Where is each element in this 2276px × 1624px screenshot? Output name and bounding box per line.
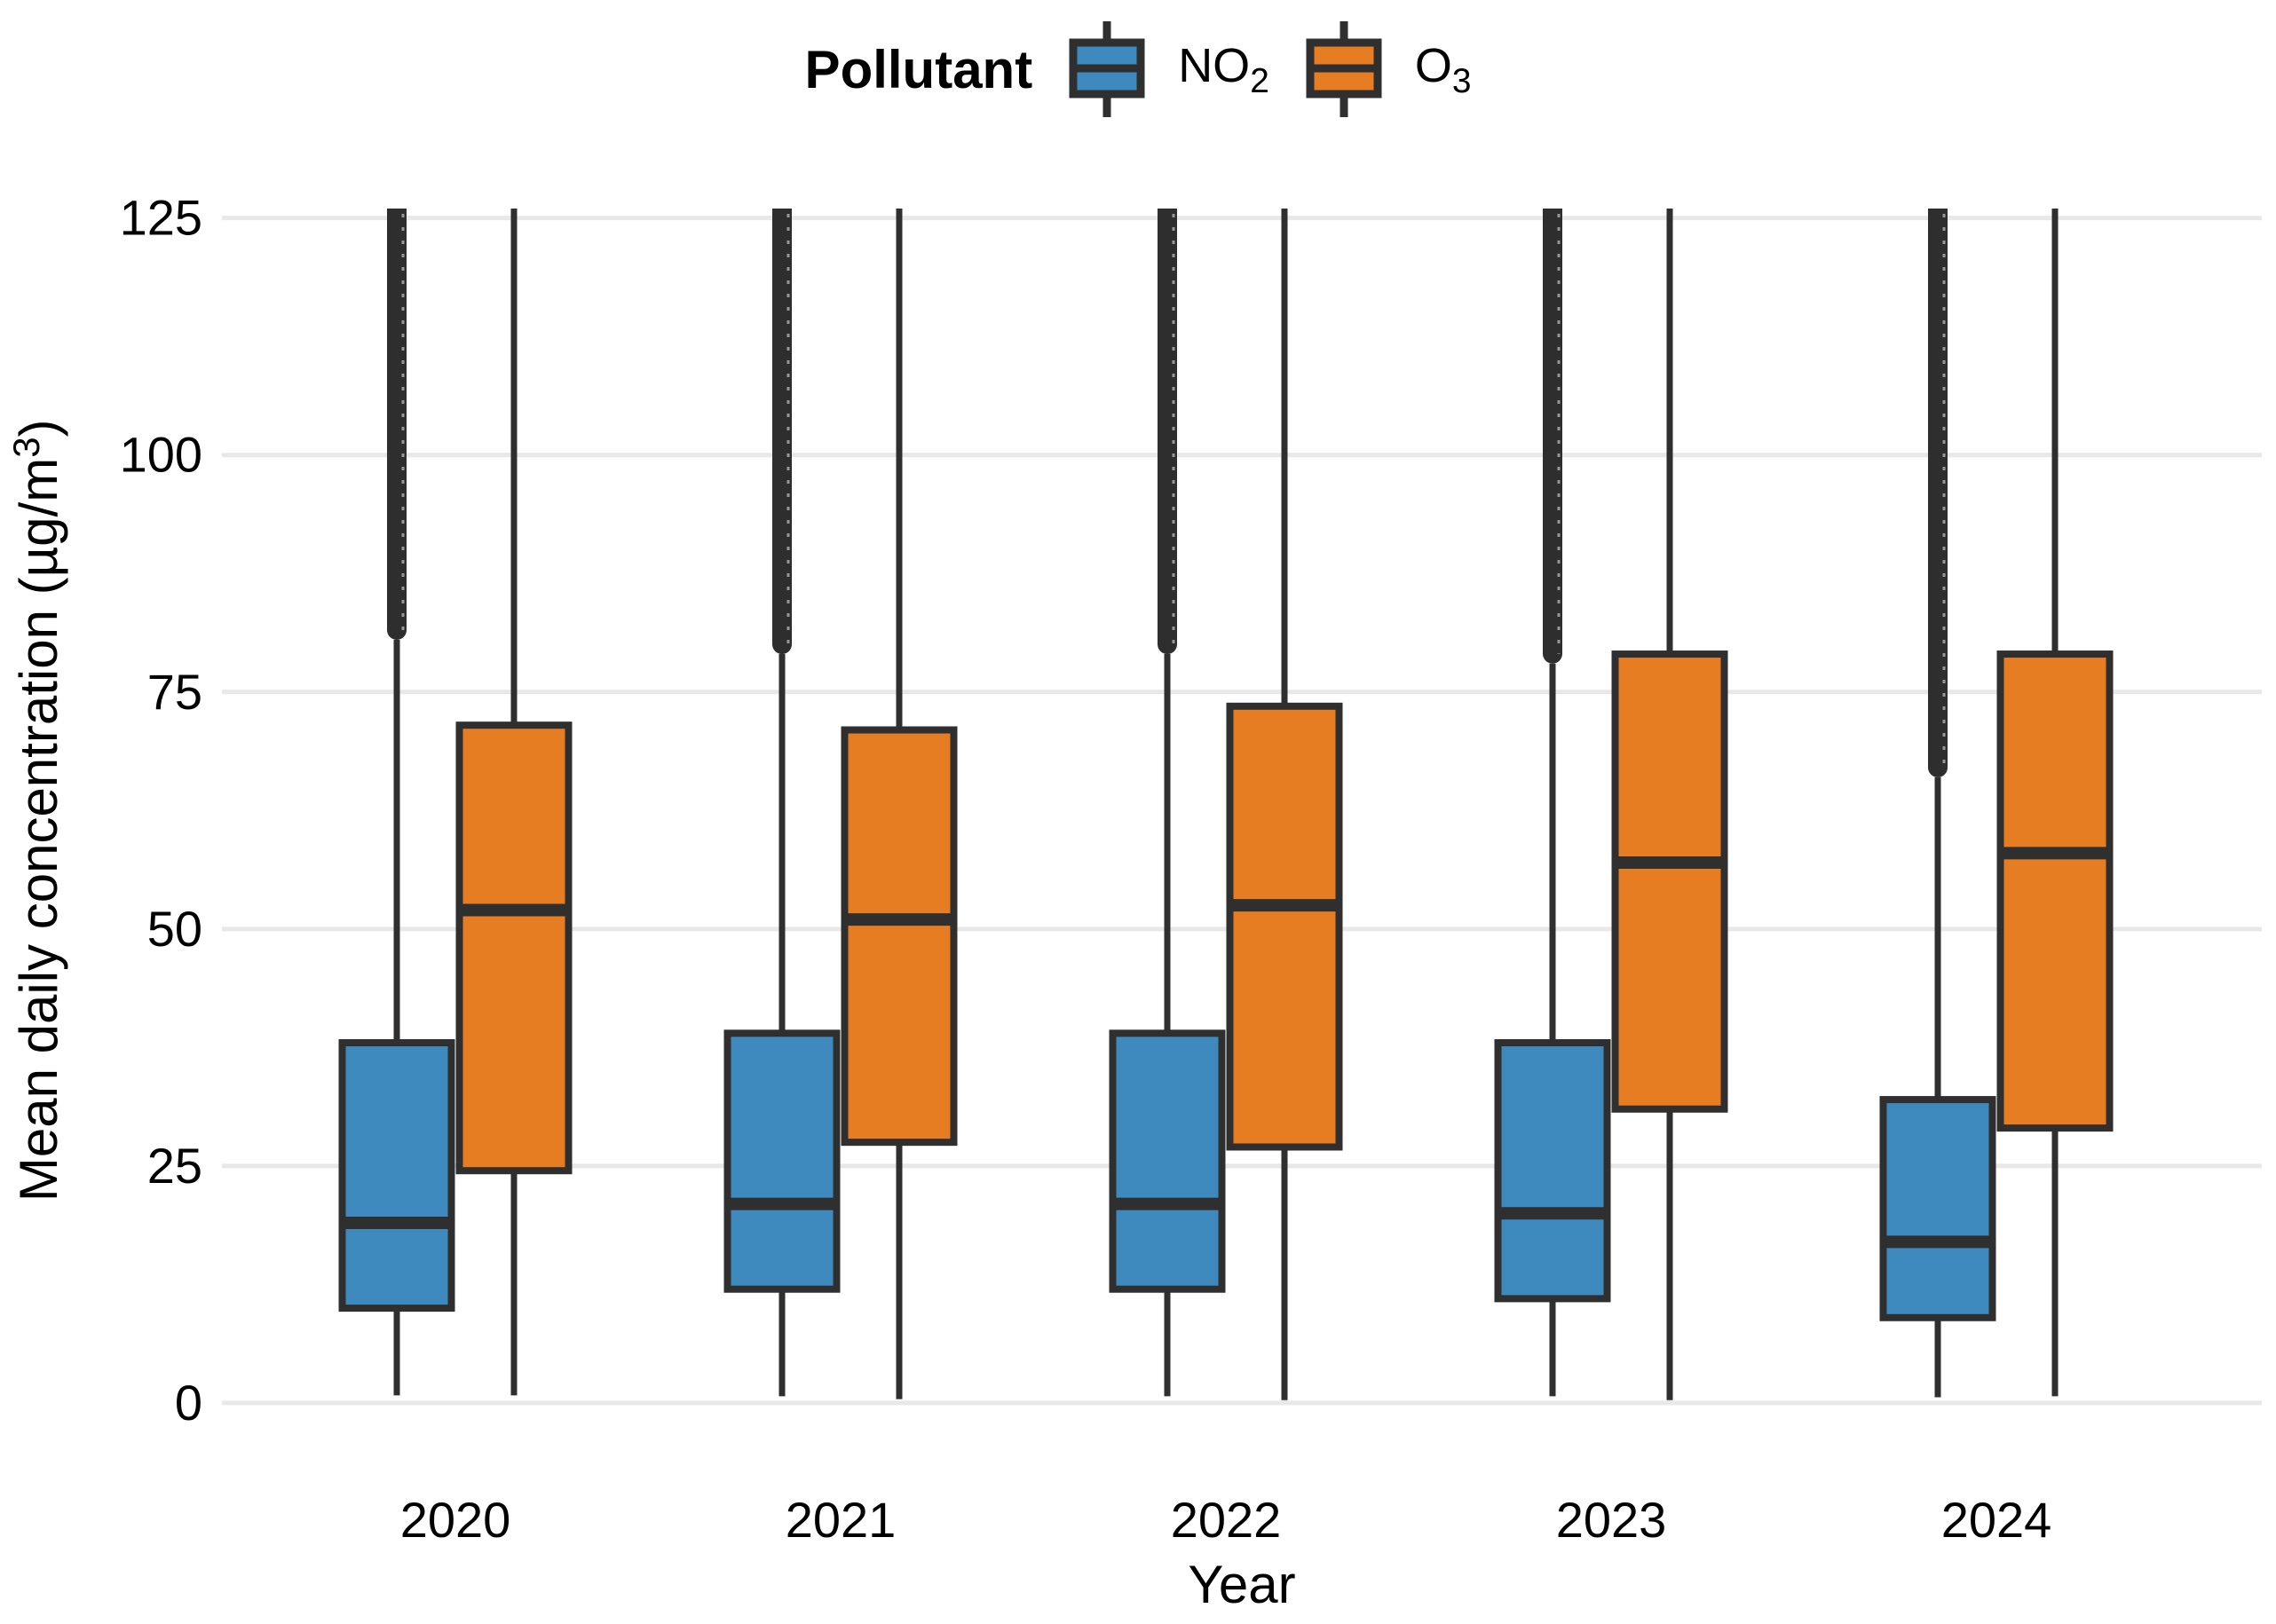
y-tick-label-125: 125 [120,190,202,246]
y-axis-title: Mean daily concentration (µg/m3) [5,419,68,1202]
o3-boxplot-2024 [1996,209,2114,1397]
o3-box-2023 [1611,650,1728,1113]
x-tick-label-2023: 2023 [1556,1492,1667,1548]
o3-box-2021 [841,726,958,1147]
no2-outlier-stack-2021 [772,209,792,655]
o3-box-2020 [455,721,573,1175]
no2-boxplot-2022 [1109,209,1226,1397]
no2-boxplot-2024 [1879,209,1996,1398]
legend-title: Pollutant [804,39,1033,99]
legend-label-o3: O3 [1414,38,1472,100]
y-tick-label-100: 100 [120,427,202,483]
no2-box-2023 [1494,1039,1611,1303]
y-tick-label-0: 0 [175,1375,202,1431]
o3-box-2024 [1996,650,2114,1132]
y-tick-label-75: 75 [147,664,202,720]
y-tick-label-25: 25 [147,1138,202,1194]
x-tick-label-2020: 2020 [400,1492,511,1548]
no2-outlier-stack-2024 [1928,209,1948,777]
no2-box-2020 [338,1039,455,1313]
o3-boxplot-2023 [1611,209,1728,1400]
y-tick-label-50: 50 [147,901,202,957]
x-tick-label-2024: 2024 [1941,1492,2052,1548]
legend-item-no2: NO2 [1066,16,1269,122]
no2-outlier-stack-2022 [1158,209,1177,655]
legend: Pollutant NO2 O3 [0,16,2276,122]
no2-boxplot-2020 [338,209,455,1396]
no2-box-2024 [1879,1096,1996,1321]
legend-label-no2: NO2 [1178,38,1269,100]
o3-box-2022 [1226,702,1343,1151]
no2-box-2021 [723,1029,841,1293]
no2-outlier-stack-2023 [1543,209,1562,664]
o3-boxplot-2020 [455,209,573,1396]
no2-box-2022 [1109,1029,1226,1293]
o3-boxplot-2022 [1226,209,1343,1400]
legend-key-no2-boxplot-icon [1069,21,1145,117]
no2-boxplot-2023 [1494,209,1611,1397]
x-tick-label-2021: 2021 [786,1492,897,1548]
no2-boxplot-2021 [723,209,841,1397]
legend-item-o3: O3 [1303,16,1472,122]
x-tick-label-2022: 2022 [1171,1492,1282,1548]
o3-boxplot-2021 [841,209,958,1399]
no2-outlier-stack-2020 [387,209,407,641]
x-axis-title: Year [1188,1555,1295,1614]
legend-key-o3-boxplot-icon [1306,21,1382,117]
